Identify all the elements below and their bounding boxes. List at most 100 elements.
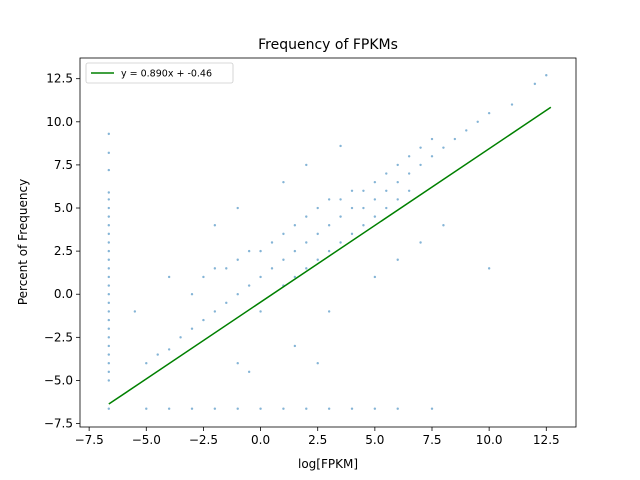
scatter-point: [373, 215, 377, 218]
scatter-point: [190, 293, 194, 296]
scatter-point: [430, 407, 434, 410]
scatter-point: [167, 275, 171, 279]
scatter-point: [213, 310, 217, 313]
axes-background: [80, 58, 576, 427]
scatter-point: [107, 241, 111, 244]
scatter-point: [107, 336, 111, 339]
scatter-points: [107, 74, 548, 410]
scatter-point: [133, 310, 137, 313]
x-tick-label: 0.0: [251, 433, 270, 447]
plot-area: [79, 57, 577, 428]
scatter-point: [145, 362, 148, 365]
y-tick-label: 0.0: [54, 287, 73, 301]
fit-line-layer: [108, 106, 552, 405]
scatter-point: [107, 258, 111, 261]
scatter-point: [107, 318, 111, 322]
scatter-point: [339, 215, 342, 218]
scatter-point: [419, 163, 422, 167]
scatter-point: [213, 407, 217, 410]
scatter-point: [236, 293, 239, 296]
y-tick-label: 5.0: [54, 201, 73, 215]
scatter-point: [107, 168, 111, 172]
scatter-point: [259, 275, 262, 279]
scatter-point: [316, 258, 319, 261]
scatter-point: [107, 327, 111, 330]
scatter-point: [327, 310, 331, 313]
scatter-point: [259, 407, 262, 410]
scatter-point: [107, 362, 111, 365]
scatter-point: [107, 267, 111, 270]
scatter-point: [362, 189, 365, 192]
x-axis-ticks: −7.5 −5.0 −2.5 0.0 2.5 5.0 7.5 10.0 12.5: [75, 427, 560, 447]
y-axis-ticks: −7.5 −5.0 −2.5 0.0 2.5 5.0 7.5 10.0 12.5: [44, 72, 80, 431]
scatter-point: [293, 249, 297, 253]
scatter-point: [107, 344, 111, 348]
scatter-point: [190, 407, 194, 410]
scatter-point: [107, 198, 111, 201]
scatter-point: [225, 267, 228, 270]
scatter-point: [533, 82, 537, 86]
scatter-point: [107, 206, 111, 210]
scatter-point: [327, 407, 331, 410]
scatter-point: [236, 258, 239, 261]
y-tick-label: −2.5: [44, 330, 73, 344]
scatter-point: [107, 191, 111, 194]
x-tick-label: 2.5: [308, 433, 327, 447]
scatter-point: [373, 180, 377, 184]
scatter-point: [213, 224, 217, 227]
scatter-point: [545, 74, 548, 77]
scatter-point: [476, 120, 479, 123]
scatter-point: [282, 407, 285, 410]
legend: y = 0.890x + -0.46: [85, 62, 234, 84]
scatter-point: [270, 241, 274, 244]
scatter-point: [282, 232, 285, 236]
scatter-point: [350, 189, 354, 192]
scatter-point: [396, 163, 399, 167]
scatter-point: [305, 407, 308, 410]
scatter-point: [350, 407, 354, 410]
y-tick-label: 7.5: [54, 158, 73, 172]
x-tick-label: 12.5: [533, 433, 560, 447]
scatter-point: [156, 353, 159, 356]
scatter-point: [167, 348, 171, 351]
scatter-point: [107, 293, 111, 296]
scatter-point: [293, 275, 297, 279]
scatter-point: [385, 172, 388, 175]
scatter-point: [259, 249, 262, 253]
x-tick-label: −5.0: [132, 433, 161, 447]
scatter-point: [487, 111, 491, 115]
scatter-point: [327, 224, 331, 227]
scatter-point: [305, 163, 308, 167]
scatter-point: [282, 180, 285, 184]
scatter-point: [259, 310, 262, 313]
scatter-point: [107, 379, 111, 382]
scatter-point: [167, 407, 171, 410]
scatter-point: [305, 215, 308, 218]
legend-box: [85, 62, 234, 84]
scatter-point: [107, 275, 111, 279]
axes-frame: [79, 57, 577, 428]
scatter-point: [385, 206, 388, 210]
scatter-point: [350, 232, 354, 236]
fit-line: [108, 106, 552, 405]
scatter-point: [107, 407, 111, 410]
scatter-point: [407, 155, 411, 158]
x-tick-label: 5.0: [365, 433, 384, 447]
scatter-point: [107, 249, 111, 253]
scatter-point: [107, 370, 111, 374]
scatter-point: [236, 206, 239, 210]
scatter-point: [225, 301, 228, 305]
x-tick-label: −7.5: [75, 433, 104, 447]
scatter-point: [339, 198, 342, 201]
scatter-point: [107, 151, 111, 155]
scatter-point: [107, 132, 111, 136]
scatter-point: [293, 344, 297, 348]
scatter-point: [339, 144, 342, 148]
scatter-point: [107, 301, 111, 305]
y-tick-label: 12.5: [46, 72, 73, 86]
scatter-point: [362, 224, 365, 227]
scatter-point: [107, 353, 111, 356]
y-tick-label: −5.0: [44, 373, 73, 387]
scatter-point: [202, 318, 205, 322]
